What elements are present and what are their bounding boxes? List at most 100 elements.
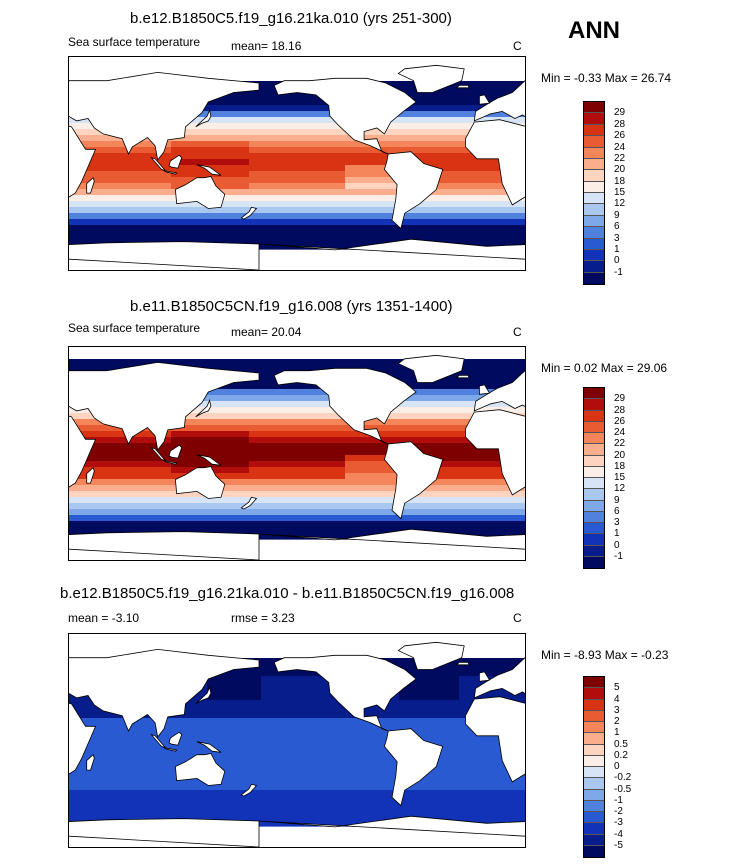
sst-cell	[111, 225, 118, 232]
sst-cell	[465, 515, 472, 522]
sst-cell	[363, 515, 370, 522]
sst-cell	[279, 389, 286, 396]
sst-cell	[231, 491, 238, 498]
sst-cell	[297, 479, 304, 486]
sst-cell	[447, 195, 454, 202]
sst-cell	[363, 455, 370, 462]
sst-cell	[75, 189, 82, 196]
sst-cell	[141, 485, 148, 492]
sst-cell	[519, 503, 525, 510]
sst-cell	[435, 407, 442, 414]
sst-cell	[285, 491, 292, 498]
sst-cell	[519, 201, 525, 208]
sst-cell	[285, 99, 292, 106]
sst-cell	[321, 497, 328, 504]
sst-cell	[429, 389, 436, 396]
sst-cell	[315, 682, 322, 689]
sst-cell	[111, 207, 118, 214]
sst-cell	[315, 527, 322, 534]
sst-cell	[171, 443, 178, 450]
sst-cell	[339, 231, 346, 238]
sst-cell	[471, 467, 478, 474]
sst-cell	[99, 473, 106, 480]
sst-cell	[189, 153, 196, 160]
sst-cell	[441, 395, 448, 402]
sst-cell	[297, 129, 304, 136]
sst-cell	[231, 183, 238, 190]
sst-cell	[315, 189, 322, 196]
sst-cell	[237, 491, 244, 498]
sst-cell	[201, 159, 208, 166]
sst-cell	[297, 425, 304, 432]
sst-cell	[165, 237, 172, 244]
sst-cell	[513, 117, 520, 124]
sst-cell	[459, 664, 466, 671]
sst-cell	[141, 431, 148, 438]
sst-cell	[333, 135, 340, 142]
sst-cell	[171, 201, 178, 208]
sst-cell	[363, 485, 370, 492]
sst-cell	[447, 664, 454, 671]
sst-cell	[429, 99, 436, 106]
sst-cell	[495, 383, 502, 390]
sst-cell	[273, 449, 280, 456]
sst-cell	[333, 141, 340, 148]
sst-cell	[219, 159, 226, 166]
sst-cell	[147, 165, 154, 172]
sst-cell	[417, 431, 424, 438]
sst-cell	[285, 359, 292, 366]
sst-cell	[345, 171, 352, 178]
sst-cell	[309, 437, 316, 444]
sst-cell	[513, 515, 520, 522]
sst-cell	[135, 509, 142, 516]
sst-cell	[315, 491, 322, 498]
sst-cell	[393, 365, 400, 372]
sst-cell	[309, 195, 316, 202]
sst-cell	[147, 521, 154, 528]
sst-cell	[321, 479, 328, 486]
sst-cell	[459, 123, 466, 130]
sst-cell	[165, 461, 172, 468]
sst-cell	[207, 443, 214, 450]
sst-cell	[279, 473, 286, 480]
sst-cell	[333, 129, 340, 136]
sst-cell	[195, 449, 202, 456]
sst-cell	[213, 521, 220, 528]
sst-cell	[345, 147, 352, 154]
sst-cell	[183, 159, 190, 166]
sst-cell	[429, 419, 436, 426]
sst-cell	[513, 231, 520, 238]
sst-cell	[465, 99, 472, 106]
sst-cell	[261, 87, 268, 94]
sst-cell	[117, 455, 124, 462]
sst-cell	[327, 213, 334, 220]
sst-cell	[339, 213, 346, 220]
sst-cell	[255, 670, 262, 677]
sst-cell	[429, 431, 436, 438]
sst-cell	[231, 359, 238, 366]
sst-cell	[105, 443, 112, 450]
sst-cell	[465, 443, 472, 450]
sst-cell	[87, 503, 94, 510]
sst-cell	[69, 503, 76, 510]
sst-cell	[171, 237, 178, 244]
sst-cell	[165, 213, 172, 220]
sst-cell	[381, 171, 388, 178]
sst-cell	[471, 401, 478, 408]
sst-cell	[327, 467, 334, 474]
sst-cell	[465, 365, 472, 372]
sst-cell	[69, 225, 76, 232]
sst-cell	[453, 135, 460, 142]
sst-cell	[309, 431, 316, 438]
sst-cell	[381, 461, 388, 468]
sst-cell	[189, 219, 196, 226]
sst-cell	[129, 503, 136, 510]
sst-cell	[123, 467, 130, 474]
sst-cell	[207, 147, 214, 154]
sst-cell	[393, 237, 400, 244]
sst-cell	[423, 225, 430, 232]
sst-cell	[507, 503, 514, 510]
sst-cell	[261, 81, 268, 88]
sst-cell	[477, 195, 484, 202]
sst-cell	[195, 123, 202, 130]
